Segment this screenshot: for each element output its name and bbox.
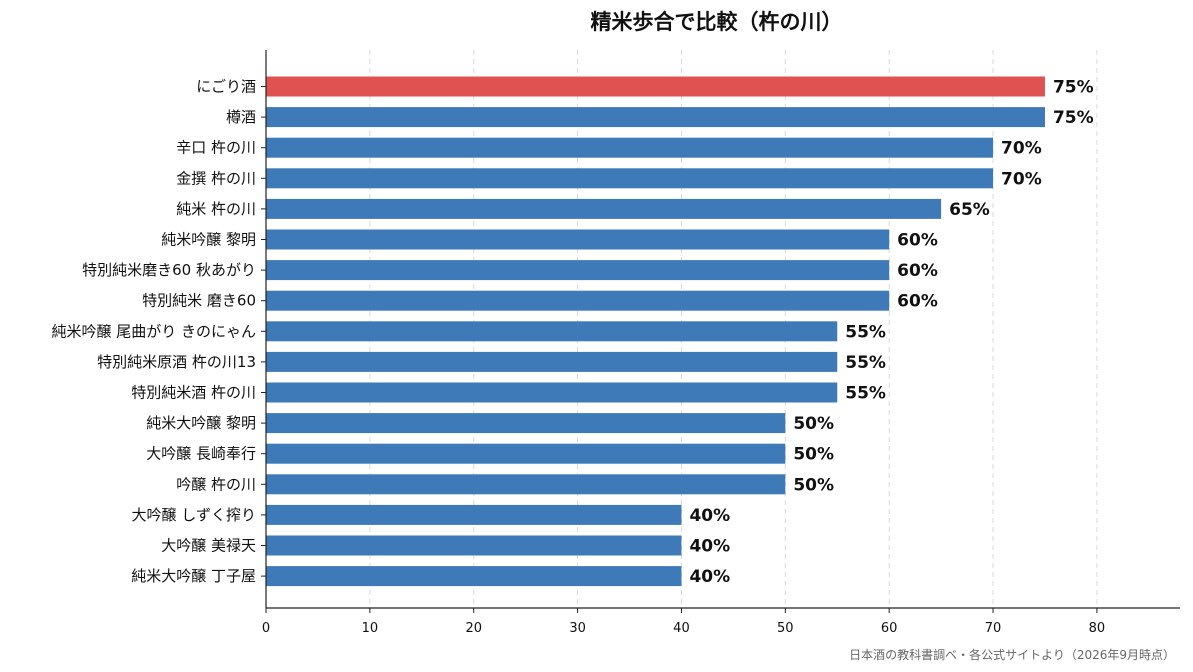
- bar: [266, 198, 942, 219]
- x-tick-label: 60: [881, 621, 898, 636]
- label-layer: にごり酒 75% 樽酒 75% 辛口 杵の川 70% 金撰 杵の川 70% 純米 杵の川 65% 純…: [51, 78, 1093, 588]
- category-label: 特別純米磨き60 秋あがり: [82, 261, 256, 279]
- value-label: 60%: [897, 231, 938, 251]
- bar: [266, 76, 1045, 97]
- value-label: 75%: [1053, 108, 1094, 128]
- category-label: 大吟醸 美禄天: [161, 537, 256, 555]
- x-tick-label: 30: [569, 621, 586, 636]
- category-label: 大吟醸 長崎奉行: [146, 445, 256, 463]
- value-label: 50%: [793, 475, 834, 495]
- category-label: 大吟醸 しずく搾り: [132, 506, 256, 524]
- bar: [266, 566, 682, 587]
- bar: [266, 229, 890, 250]
- bar: [266, 168, 994, 189]
- x-tick-label: 40: [673, 621, 690, 636]
- bar-layer: [266, 76, 1045, 587]
- category-label: 吟醸 杵の川: [176, 475, 256, 493]
- bar: [266, 535, 682, 556]
- bar: [266, 474, 786, 495]
- value-label: 60%: [897, 292, 938, 312]
- category-label: 純米大吟醸 黎明: [146, 414, 256, 432]
- x-tick-label: 70: [985, 621, 1002, 636]
- bar: [266, 413, 786, 434]
- axis-layer: 0 10 20 30 40 50 60 70 80: [261, 50, 1180, 636]
- value-label: 55%: [845, 353, 886, 373]
- value-label: 40%: [689, 506, 730, 526]
- category-label: 純米大吟醸 丁子屋: [131, 567, 256, 585]
- bar: [266, 382, 838, 403]
- value-label: 50%: [793, 414, 834, 434]
- value-label: 50%: [793, 445, 834, 465]
- category-label: 金撰 杵の川: [176, 169, 256, 187]
- value-label: 60%: [897, 261, 938, 281]
- bar: [266, 504, 682, 525]
- chart-title: 精米歩合で比較（杵の川）: [590, 10, 843, 34]
- bar: [266, 107, 1045, 128]
- value-label: 40%: [689, 567, 730, 587]
- category-label: 純米 杵の川: [176, 200, 256, 218]
- value-label: 75%: [1053, 78, 1094, 98]
- bar: [266, 351, 838, 372]
- x-tick-label: 80: [1089, 621, 1106, 636]
- bar: [266, 137, 994, 158]
- category-label: 特別純米 磨き60: [142, 292, 256, 310]
- value-label: 40%: [689, 537, 730, 557]
- value-label: 70%: [1001, 139, 1042, 159]
- category-label: 純米吟醸 黎明: [161, 231, 256, 249]
- category-label: 辛口 杵の川: [176, 139, 256, 157]
- x-tick-label: 50: [777, 621, 794, 636]
- category-label: 樽酒: [226, 108, 256, 126]
- category-label: 特別純米酒 杵の川: [131, 384, 256, 402]
- bar: [266, 290, 890, 311]
- bar: [266, 260, 890, 281]
- value-label: 65%: [949, 200, 990, 220]
- category-label: 特別純米原酒 杵の川13: [97, 353, 256, 371]
- x-tick-label: 0: [262, 621, 270, 636]
- value-label: 70%: [1001, 169, 1042, 189]
- value-label: 55%: [845, 322, 886, 342]
- x-tick-label: 20: [465, 621, 482, 636]
- value-label: 55%: [845, 384, 886, 404]
- source-note: 日本酒の教科書調べ・各公式サイトより（2026年9月時点）: [849, 648, 1175, 662]
- category-label: にごり酒: [196, 78, 256, 96]
- bar: [266, 443, 786, 464]
- x-tick-label: 10: [362, 621, 379, 636]
- bar: [266, 321, 838, 342]
- category-label: 純米吟醸 尾曲がり きのにゃん: [51, 322, 256, 340]
